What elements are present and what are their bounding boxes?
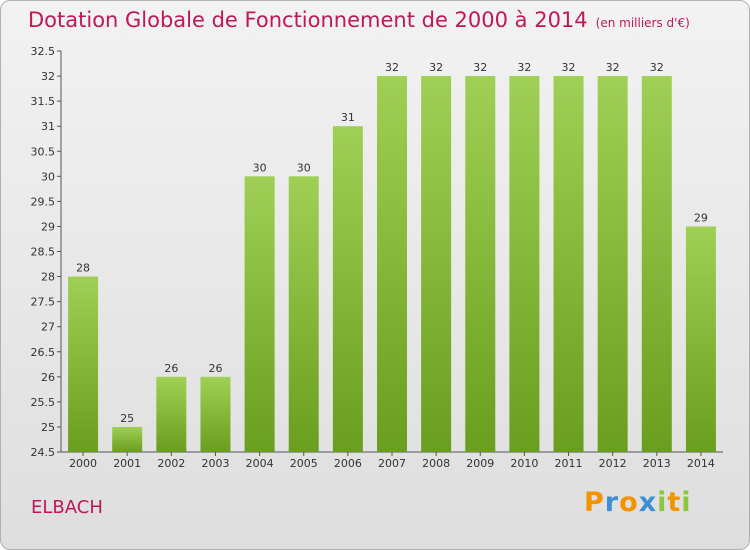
bar [509, 76, 540, 452]
x-tick-label: 2014 [687, 457, 715, 470]
y-tick-label: 24.5 [31, 446, 56, 459]
chart-title: Dotation Globale de Fonctionnement de 20… [28, 8, 690, 32]
data-label: 28 [76, 262, 90, 275]
y-tick-label: 30.5 [31, 145, 56, 158]
y-tick-label: 25 [41, 421, 55, 434]
bar [332, 126, 363, 452]
x-tick-label: 2011 [555, 457, 583, 470]
bar [597, 76, 628, 452]
y-tick-label: 28.5 [31, 246, 56, 259]
data-label: 30 [253, 161, 267, 174]
x-tick-label: 2002 [157, 457, 185, 470]
bar [465, 76, 496, 452]
data-label: 32 [650, 61, 664, 74]
y-tick-label: 29.5 [31, 195, 56, 208]
data-label: 32 [473, 61, 487, 74]
y-tick-label: 32.5 [31, 45, 56, 58]
proxiti-logo: Proxiti [584, 487, 692, 518]
y-tick-label: 32 [41, 70, 55, 83]
x-tick-label: 2005 [290, 457, 318, 470]
y-tick-label: 29 [41, 220, 55, 233]
y-tick-label: 30 [41, 170, 55, 183]
data-label: 32 [429, 61, 443, 74]
x-tick-label: 2009 [466, 457, 494, 470]
y-tick-label: 27.5 [31, 296, 56, 309]
data-label: 26 [164, 362, 178, 375]
y-tick-label: 25.5 [31, 396, 56, 409]
y-tick-label: 31.5 [31, 95, 56, 108]
data-label: 32 [562, 61, 576, 74]
bar [288, 176, 319, 452]
y-tick-label: 26 [41, 371, 55, 384]
x-tick-label: 2004 [246, 457, 274, 470]
bar [685, 226, 716, 452]
bar [112, 426, 143, 452]
bar [68, 276, 99, 452]
x-tick-label: 2006 [334, 457, 362, 470]
x-tick-label: 2001 [113, 457, 141, 470]
bar [553, 76, 584, 452]
bar [377, 76, 407, 452]
y-tick-label: 28 [41, 271, 55, 284]
bar [421, 76, 452, 452]
bar [200, 376, 231, 452]
data-label: 25 [120, 412, 134, 425]
y-tick-label: 27 [41, 321, 55, 334]
chart-title-text: Dotation Globale de Fonctionnement de 20… [28, 8, 588, 32]
x-tick-label: 2000 [69, 457, 97, 470]
bar [156, 376, 187, 452]
chart-subtitle: (en milliers d'€) [595, 16, 690, 30]
data-label: 29 [694, 211, 708, 224]
x-tick-label: 2007 [378, 457, 406, 470]
data-label: 32 [606, 61, 620, 74]
x-tick-label: 2003 [201, 457, 229, 470]
data-label: 26 [208, 362, 222, 375]
x-tick-label: 2012 [599, 457, 627, 470]
x-tick-label: 2010 [510, 457, 538, 470]
x-tick-label: 2013 [643, 457, 671, 470]
bar [641, 76, 672, 452]
commune-name: ELBACH [31, 497, 103, 518]
y-tick-label: 31 [41, 120, 55, 133]
data-label: 31 [341, 111, 355, 124]
y-tick-label: 26.5 [31, 346, 56, 359]
x-tick-label: 2008 [422, 457, 450, 470]
data-label: 32 [385, 61, 399, 74]
data-label: 32 [517, 61, 531, 74]
bar [244, 176, 275, 452]
data-label: 30 [297, 161, 311, 174]
